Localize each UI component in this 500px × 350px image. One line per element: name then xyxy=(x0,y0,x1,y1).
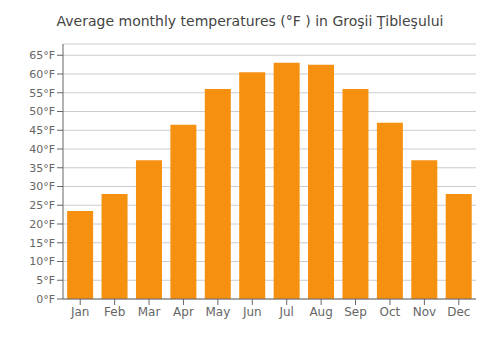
svg-text:60°F: 60°F xyxy=(29,68,55,81)
svg-text:Jul: Jul xyxy=(278,305,293,319)
svg-text:30°F: 30°F xyxy=(29,180,55,193)
svg-text:Apr: Apr xyxy=(173,305,194,319)
svg-text:40°F: 40°F xyxy=(29,143,55,156)
svg-text:Dec: Dec xyxy=(447,305,470,319)
svg-text:Mar: Mar xyxy=(138,305,161,319)
svg-text:5°F: 5°F xyxy=(36,274,55,287)
svg-text:Jun: Jun xyxy=(242,305,262,319)
svg-text:35°F: 35°F xyxy=(29,162,55,175)
svg-text:0°F: 0°F xyxy=(36,293,55,306)
svg-text:50°F: 50°F xyxy=(29,105,55,118)
svg-text:10°F: 10°F xyxy=(29,255,55,268)
svg-text:May: May xyxy=(205,305,230,319)
svg-text:Nov: Nov xyxy=(413,305,436,319)
svg-text:Feb: Feb xyxy=(104,305,125,319)
html-text:Average monthly temperatures (: Average monthly temperatures (°F ) in Gr… xyxy=(56,13,444,29)
svg-text:15°F: 15°F xyxy=(29,237,55,250)
svg-text:Jan: Jan xyxy=(70,305,90,319)
svg-text:25°F: 25°F xyxy=(29,199,55,212)
svg-text:20°F: 20°F xyxy=(29,218,55,231)
svg-text:Sep: Sep xyxy=(344,305,367,319)
svg-text:Aug: Aug xyxy=(309,305,332,319)
svg-text:Oct: Oct xyxy=(380,305,401,319)
svg-text:65°F: 65°F xyxy=(29,49,55,62)
svg-text:55°F: 55°F xyxy=(29,87,55,100)
svg-text:45°F: 45°F xyxy=(29,124,55,137)
